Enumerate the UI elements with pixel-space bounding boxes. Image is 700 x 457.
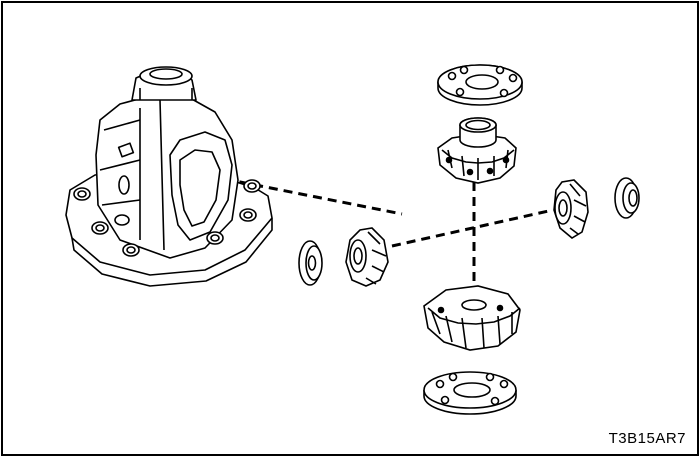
figure-code: T3B15AR7	[608, 430, 686, 447]
assembly-guide-lines	[209, 174, 554, 296]
upper-thrust-washer	[437, 64, 523, 106]
right-pinion-gear	[553, 179, 589, 239]
left-pinion-washer	[298, 240, 323, 286]
lower-thrust-washer	[423, 371, 517, 415]
left-pinion-gear	[345, 227, 389, 287]
lower-side-gear	[423, 285, 521, 351]
upper-side-gear	[437, 117, 517, 184]
right-pinion-washer	[614, 177, 640, 219]
differential-case	[65, 66, 273, 287]
